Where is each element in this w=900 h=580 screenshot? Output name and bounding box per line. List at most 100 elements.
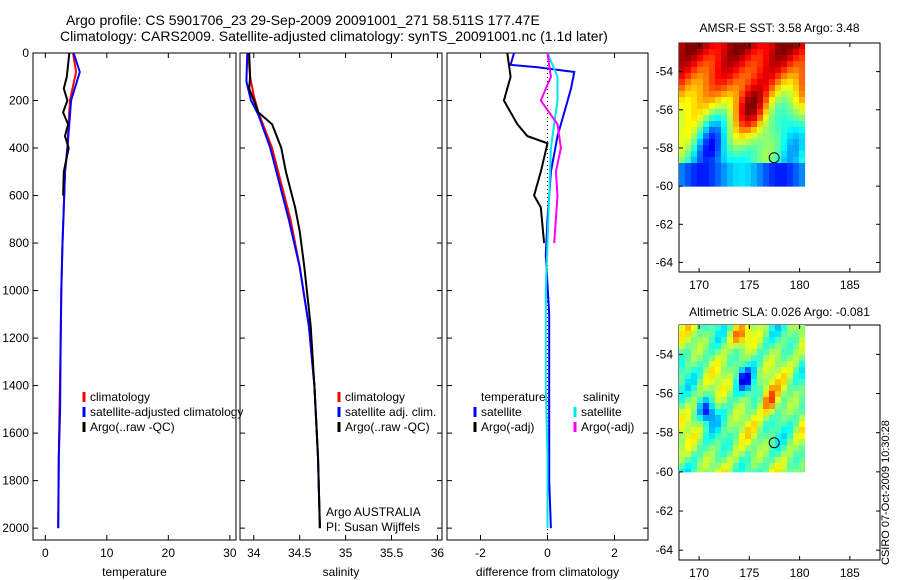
heatmap-cell (721, 181, 728, 187)
heatmap-cell (703, 439, 710, 446)
heatmap-cell (757, 121, 764, 128)
heatmap-cell (715, 385, 722, 392)
heatmap-cell (775, 469, 782, 473)
heatmap-cell (757, 391, 764, 398)
heatmap-cell (727, 391, 734, 398)
heatmap-cell (739, 55, 746, 62)
heatmap-cell (751, 451, 758, 458)
heatmap-cell (721, 409, 728, 416)
heatmap-cell (679, 445, 686, 452)
heatmap-cell (715, 55, 722, 62)
heatmap-cell (781, 175, 788, 182)
heatmap-cell (691, 163, 698, 170)
heatmap-cell (721, 97, 728, 104)
heatmap-cell (751, 421, 758, 428)
heatmap-cell (751, 373, 758, 380)
heatmap-cell (691, 67, 698, 74)
heatmap-cell (757, 109, 764, 116)
heatmap-cell (781, 139, 788, 146)
heatmap-cell (739, 61, 746, 68)
heatmap-cell (727, 331, 734, 338)
y-tick-label: 0 (22, 46, 29, 60)
heatmap-cell (793, 403, 800, 410)
heatmap-cell (691, 151, 698, 158)
heatmap-cell (787, 145, 794, 152)
heatmap-cell (793, 181, 800, 187)
heatmap-cell (775, 325, 782, 332)
heatmap-cell (769, 175, 776, 182)
heatmap-cell (763, 157, 770, 164)
heatmap-cell (727, 97, 734, 104)
heatmap-cell (727, 451, 734, 458)
heatmap-cell (793, 43, 800, 50)
heatmap-cell (703, 73, 710, 80)
heatmap-cell (685, 145, 692, 152)
heatmap-cell (709, 67, 716, 74)
heatmap-cell (799, 421, 806, 428)
heatmap-cell (781, 91, 788, 98)
heatmap-cell (715, 349, 722, 356)
heatmap-cell (787, 79, 794, 86)
heatmap-cell (685, 97, 692, 104)
heatmap-cell (775, 49, 782, 56)
heatmap-cell (715, 379, 722, 386)
legend-label: Argo(-adj) (481, 420, 534, 434)
timestamp-credit: CSIRO 07-Oct-2009 10:30:28 (880, 420, 892, 565)
heatmap-cell (721, 157, 728, 164)
heatmap-cell (715, 451, 722, 458)
heatmap-cell (685, 91, 692, 98)
heatmap-cell (715, 373, 722, 380)
heatmap-cell (739, 103, 746, 110)
heatmap-cell (745, 127, 752, 134)
heatmap-cell (691, 127, 698, 134)
heatmap-cell (793, 73, 800, 80)
heatmap-cell (757, 151, 764, 158)
heatmap-cell (769, 427, 776, 434)
heatmap-cell (739, 337, 746, 344)
heatmap-cell (709, 61, 716, 68)
heatmap-cell (787, 163, 794, 170)
map-title: AMSR-E SST: 3.58 Argo: 3.48 (699, 21, 859, 35)
heatmap-cell (769, 361, 776, 368)
heatmap-cell (781, 73, 788, 80)
x-tick-label: 20 (162, 546, 176, 560)
heatmap-cell (757, 79, 764, 86)
heatmap-cell (685, 175, 692, 182)
heatmap-cell (751, 439, 758, 446)
x-tick-label: 35 (339, 546, 353, 560)
heatmap-cell (739, 325, 746, 332)
heatmap-cell (697, 421, 704, 428)
heatmap-cell (787, 391, 794, 398)
heatmap-cell (721, 115, 728, 122)
heatmap-cell (763, 331, 770, 338)
heatmap-cell (679, 55, 686, 62)
heatmap-cell (727, 145, 734, 152)
heatmap-cell (679, 109, 686, 116)
heatmap-cell (727, 373, 734, 380)
heatmap-cell (745, 115, 752, 122)
heatmap-cell (697, 361, 704, 368)
heatmap-cell (787, 409, 794, 416)
heatmap-cell (751, 85, 758, 92)
heatmap-cell (691, 355, 698, 362)
heatmap-cell (685, 421, 692, 428)
heatmap-cell (769, 115, 776, 122)
heatmap-cell (685, 367, 692, 374)
heatmap-cell (697, 139, 704, 146)
heatmap-cell (703, 127, 710, 134)
heatmap-cell (751, 415, 758, 422)
heatmap-cell (763, 445, 770, 452)
heatmap-cell (721, 175, 728, 182)
heatmap-cell (703, 55, 710, 62)
heatmap-cell (745, 169, 752, 176)
heatmap-cell (685, 469, 692, 473)
heatmap-cell (709, 145, 716, 152)
series-satellite (509, 52, 576, 529)
heatmap-cell (703, 157, 710, 164)
heatmap-cell (793, 433, 800, 440)
heatmap-cell (781, 391, 788, 398)
heatmap-cell (793, 397, 800, 404)
heatmap-cell (727, 337, 734, 344)
heatmap-cell (727, 403, 734, 410)
